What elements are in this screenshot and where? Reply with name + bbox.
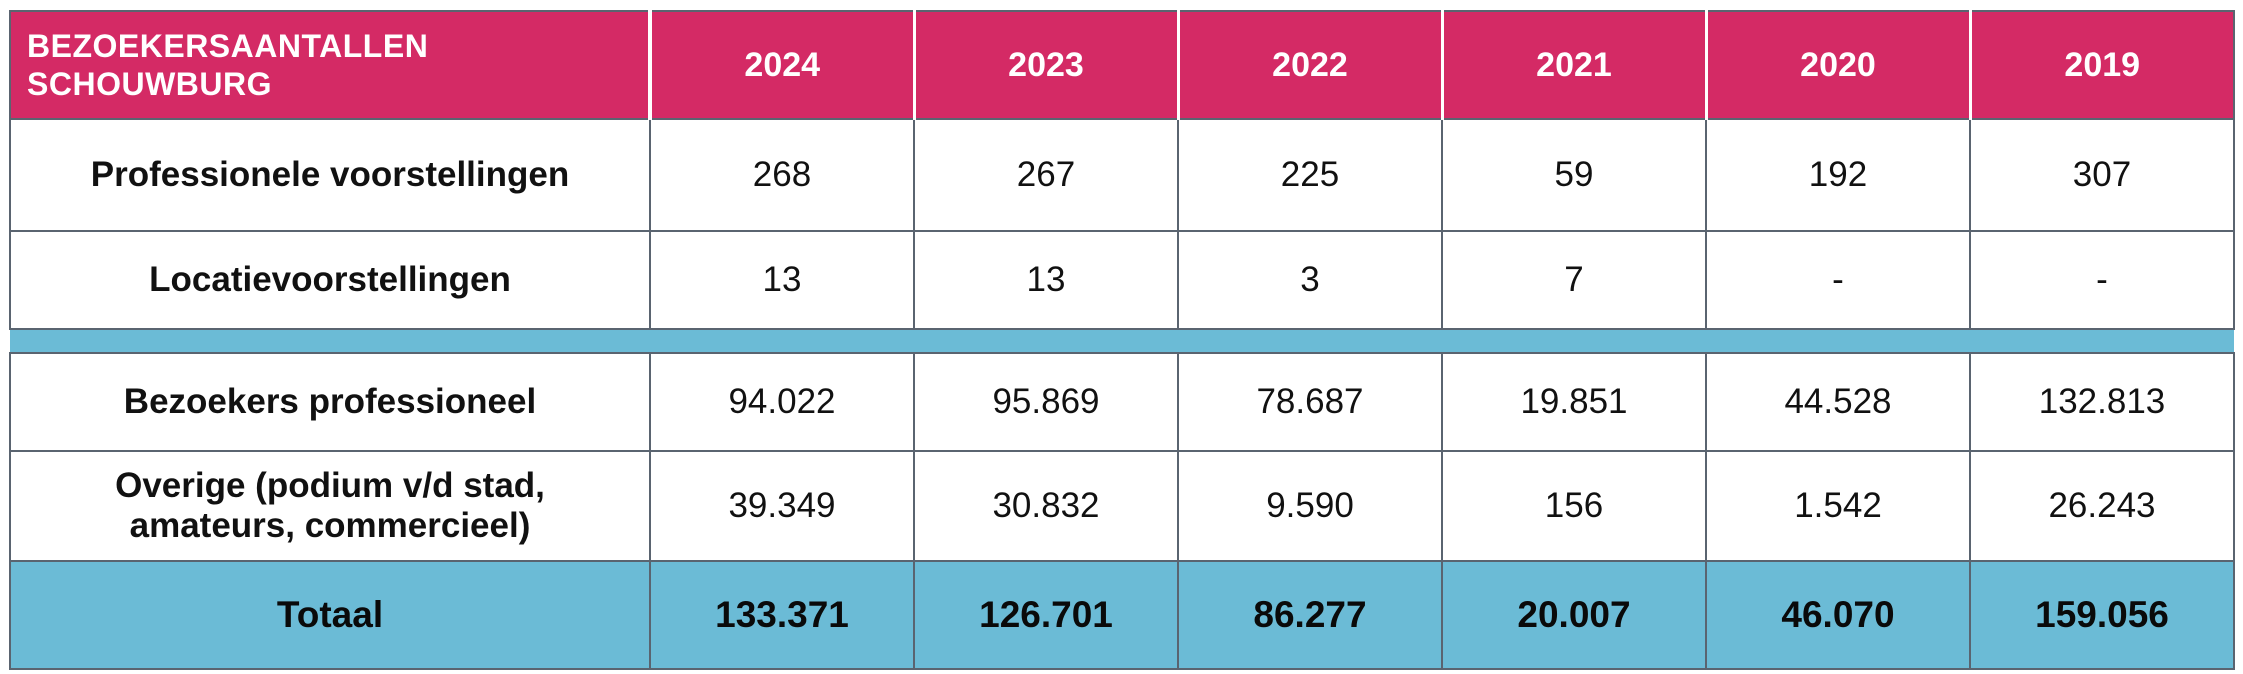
cell-value: 307 xyxy=(1969,118,2235,232)
divider-cell xyxy=(650,328,914,354)
cell-value: 267 xyxy=(913,118,1179,232)
cell-value: 30.832 xyxy=(913,450,1179,562)
total-value: 126.701 xyxy=(913,560,1179,670)
table-row: Overige (podium v/d stad, amateurs, comm… xyxy=(9,450,2235,562)
header-row: BEZOEKERSAANTALLEN SCHOUWBURG 2024 2023 … xyxy=(9,10,2235,120)
total-value: 159.056 xyxy=(1969,560,2235,670)
table-row: Bezoekers professioneel 94.022 95.869 78… xyxy=(9,352,2235,452)
year-header: 2019 xyxy=(1968,10,2235,120)
cell-value: 156 xyxy=(1441,450,1707,562)
cell-value: - xyxy=(1969,230,2235,330)
section-divider xyxy=(10,328,2234,354)
row-label: Locatievoorstellingen xyxy=(9,230,651,330)
cell-value: 1.542 xyxy=(1705,450,1971,562)
divider-cell xyxy=(1970,328,2234,354)
cell-value: - xyxy=(1705,230,1971,330)
cell-value: 39.349 xyxy=(649,450,915,562)
year-header: 2021 xyxy=(1440,10,1707,120)
visitor-counts-table: BEZOEKERSAANTALLEN SCHOUWBURG 2024 2023 … xyxy=(9,10,2235,670)
row-label-line1: Overige (podium v/d stad, xyxy=(115,466,545,505)
cell-value: 94.022 xyxy=(649,352,915,452)
total-value: 46.070 xyxy=(1705,560,1971,670)
divider-cell xyxy=(914,328,1178,354)
total-label: Totaal xyxy=(9,560,651,670)
cell-value: 268 xyxy=(649,118,915,232)
row-label: Overige (podium v/d stad, amateurs, comm… xyxy=(9,450,651,562)
table-title: BEZOEKERSAANTALLEN SCHOUWBURG xyxy=(9,10,651,120)
cell-value: 59 xyxy=(1441,118,1707,232)
cell-value: 13 xyxy=(913,230,1179,330)
cell-value: 9.590 xyxy=(1177,450,1443,562)
divider-cell xyxy=(10,328,650,354)
cell-value: 78.687 xyxy=(1177,352,1443,452)
total-value: 20.007 xyxy=(1441,560,1707,670)
cell-value: 44.528 xyxy=(1705,352,1971,452)
year-header: 2022 xyxy=(1176,10,1443,120)
row-label: Professionele voorstellingen xyxy=(9,118,651,232)
total-value: 133.371 xyxy=(649,560,915,670)
table-title-line2: SCHOUWBURG xyxy=(27,66,272,102)
cell-value: 7 xyxy=(1441,230,1707,330)
divider-cell xyxy=(1442,328,1706,354)
year-header: 2023 xyxy=(912,10,1179,120)
table-row: Locatievoorstellingen 13 13 3 7 - - xyxy=(9,230,2235,330)
row-label: Bezoekers professioneel xyxy=(9,352,651,452)
year-header: 2020 xyxy=(1704,10,1971,120)
cell-value: 13 xyxy=(649,230,915,330)
year-header: 2024 xyxy=(648,10,915,120)
total-value: 86.277 xyxy=(1177,560,1443,670)
cell-value: 225 xyxy=(1177,118,1443,232)
divider-cell xyxy=(1706,328,1970,354)
table-row: Professionele voorstellingen 268 267 225… xyxy=(9,118,2235,232)
cell-value: 3 xyxy=(1177,230,1443,330)
total-row: Totaal 133.371 126.701 86.277 20.007 46.… xyxy=(9,560,2235,670)
cell-value: 19.851 xyxy=(1441,352,1707,452)
cell-value: 26.243 xyxy=(1969,450,2235,562)
row-label-line2: amateurs, commercieel) xyxy=(129,506,531,545)
cell-value: 192 xyxy=(1705,118,1971,232)
table-title-line1: BEZOEKERSAANTALLEN xyxy=(27,28,429,64)
cell-value: 132.813 xyxy=(1969,352,2235,452)
divider-cell xyxy=(1178,328,1442,354)
cell-value: 95.869 xyxy=(913,352,1179,452)
